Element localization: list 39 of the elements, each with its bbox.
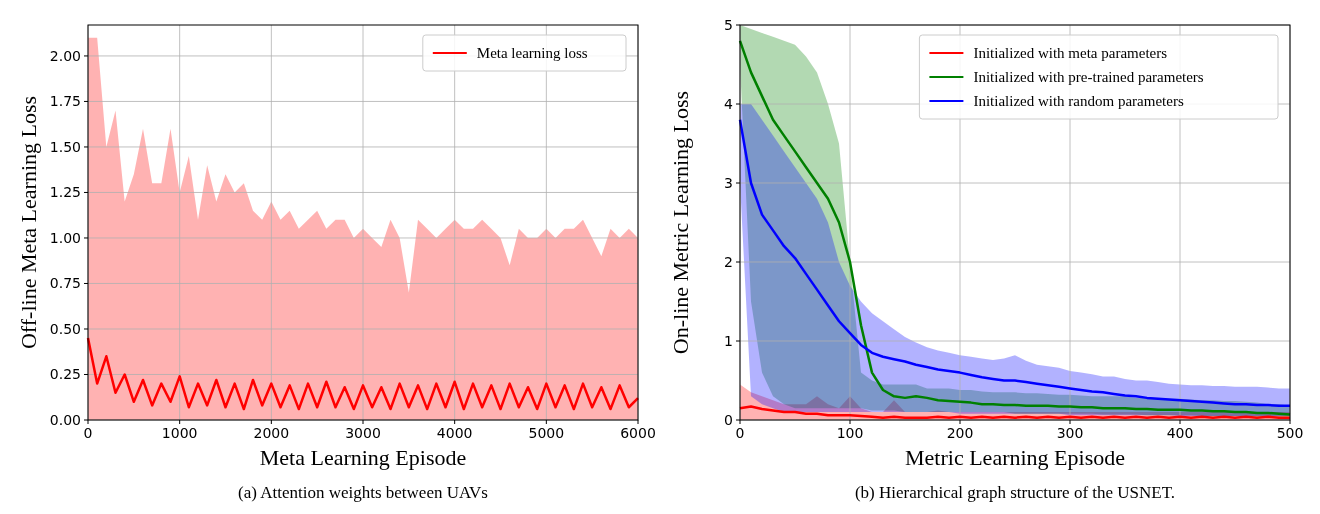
y-tick-label: 1.25: [49, 184, 81, 201]
y-tick-label: 4: [724, 95, 734, 112]
x-axis-title: Meta Learning Episode: [259, 445, 467, 470]
x-tick-label: 400: [1166, 425, 1194, 441]
x-tick-label: 500: [1276, 425, 1304, 441]
y-tick-label: 3: [724, 174, 733, 191]
y-tick-label: 1.00: [49, 229, 81, 246]
x-tick-label: 100: [836, 425, 864, 441]
y-axis-title: Off-line Meta Learning Loss: [16, 95, 41, 350]
y-tick-label: 0.75: [49, 275, 81, 292]
x-tick-label: 300: [1056, 425, 1084, 441]
y-tick-label: 0: [724, 411, 733, 428]
legend-label: Initialized with pre-trained parameters: [973, 69, 1204, 86]
y-tick-label: 0.00: [49, 411, 81, 428]
y-tick-label: 0.50: [49, 320, 81, 337]
x-tick-label: 3000: [345, 425, 381, 441]
y-tick-label: 1: [724, 332, 733, 349]
x-tick-label: 1000: [161, 425, 198, 441]
x-axis-title: Metric Learning Episode: [905, 445, 1125, 470]
y-tick-label: 2.00: [49, 47, 81, 64]
y-tick-label: 0.25: [49, 366, 81, 383]
x-tick-label: 2000: [253, 425, 290, 441]
y-axis-title: On-line Metric Learning Loss: [668, 90, 693, 355]
legend-label: Initialized with random parameters: [973, 93, 1184, 110]
x-tick-label: 5000: [528, 425, 565, 441]
y-tick-label: 5: [724, 16, 733, 33]
x-tick-label: 0: [83, 425, 93, 441]
x-tick-label: 200: [946, 425, 974, 441]
legend-label: Meta learning loss: [476, 45, 588, 62]
x-tick-label: 6000: [620, 425, 656, 441]
x-tick-label: 4000: [436, 425, 473, 441]
y-tick-label: 1.75: [49, 93, 81, 110]
y-tick-label: 2: [724, 253, 733, 270]
text: (b) Hierarchical graph structure of the USNET.: [854, 483, 1176, 502]
x-tick-label: 0: [735, 425, 745, 441]
legend-label: Initialized with meta parameters: [973, 45, 1168, 62]
text: (a) Attention weights between UAVs: [238, 483, 488, 502]
line-series: [86, 336, 640, 411]
y-tick-label: 1.50: [49, 138, 81, 155]
